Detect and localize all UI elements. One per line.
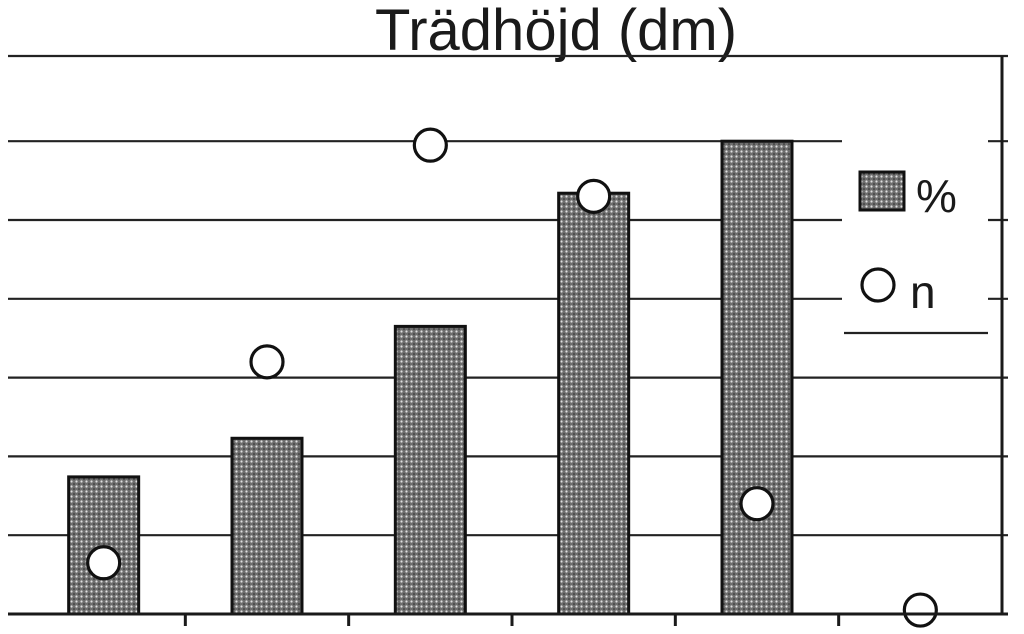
legend-label-n: n xyxy=(910,266,936,318)
grid-lines xyxy=(8,54,1008,537)
bar-series xyxy=(67,139,794,616)
legend-marker-n xyxy=(860,267,896,303)
marker-6 xyxy=(902,592,938,628)
marker-1 xyxy=(86,545,122,581)
legend-swatch-percent xyxy=(858,170,906,212)
legend-label-percent: % xyxy=(916,170,957,222)
marker-4 xyxy=(576,178,612,214)
legend: % n xyxy=(842,140,988,335)
bar-3 xyxy=(393,324,467,616)
marker-5 xyxy=(739,486,775,522)
x-axis xyxy=(8,56,1008,626)
marker-3 xyxy=(412,127,448,163)
bar-2 xyxy=(230,436,304,616)
marker-2 xyxy=(249,344,285,380)
chart-title: Trädhöjd (dm) xyxy=(375,0,737,63)
bar-5 xyxy=(720,139,794,616)
marker-series xyxy=(86,127,938,628)
bar-4 xyxy=(557,191,631,616)
